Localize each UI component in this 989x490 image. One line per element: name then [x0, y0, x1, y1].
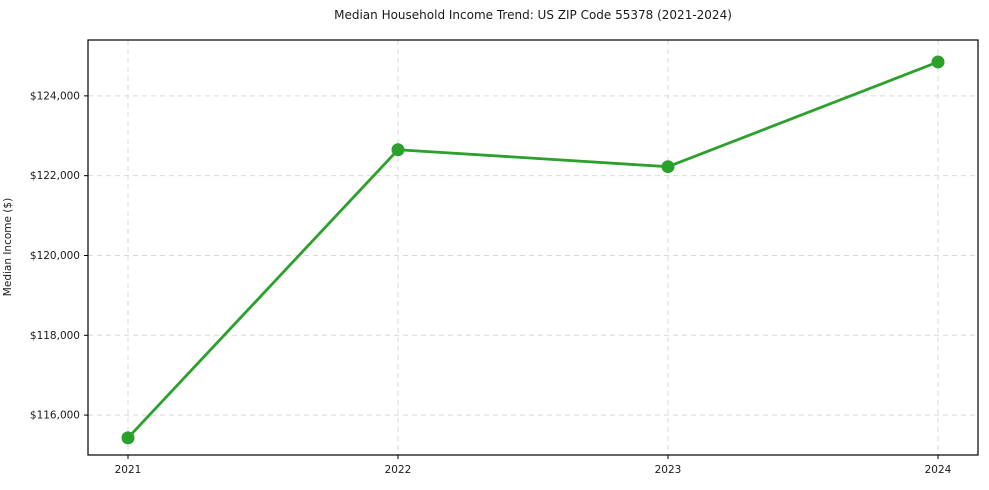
y-tick-label: $124,000: [30, 90, 80, 102]
y-tick-label: $118,000: [30, 330, 80, 342]
trend-line: [126, 60, 940, 440]
x-tick-label: 2024: [925, 464, 952, 476]
plot-border: [87, 39, 979, 456]
y-axis-label: Median Income ($): [2, 197, 14, 297]
x-tick-label: 2022: [385, 464, 412, 476]
chart-title: Median Household Income Trend: US ZIP Co…: [334, 8, 732, 22]
data-point-marker: [121, 431, 135, 445]
data-point-marker: [931, 55, 945, 69]
data-point-marker: [391, 143, 405, 157]
y-tick-label: $122,000: [30, 170, 80, 182]
y-tick-label: $120,000: [30, 250, 80, 262]
y-tick-label: $116,000: [30, 410, 80, 422]
data-point-marker: [661, 160, 675, 174]
x-tick-label: 2021: [115, 464, 142, 476]
x-tick-label: 2023: [655, 464, 682, 476]
